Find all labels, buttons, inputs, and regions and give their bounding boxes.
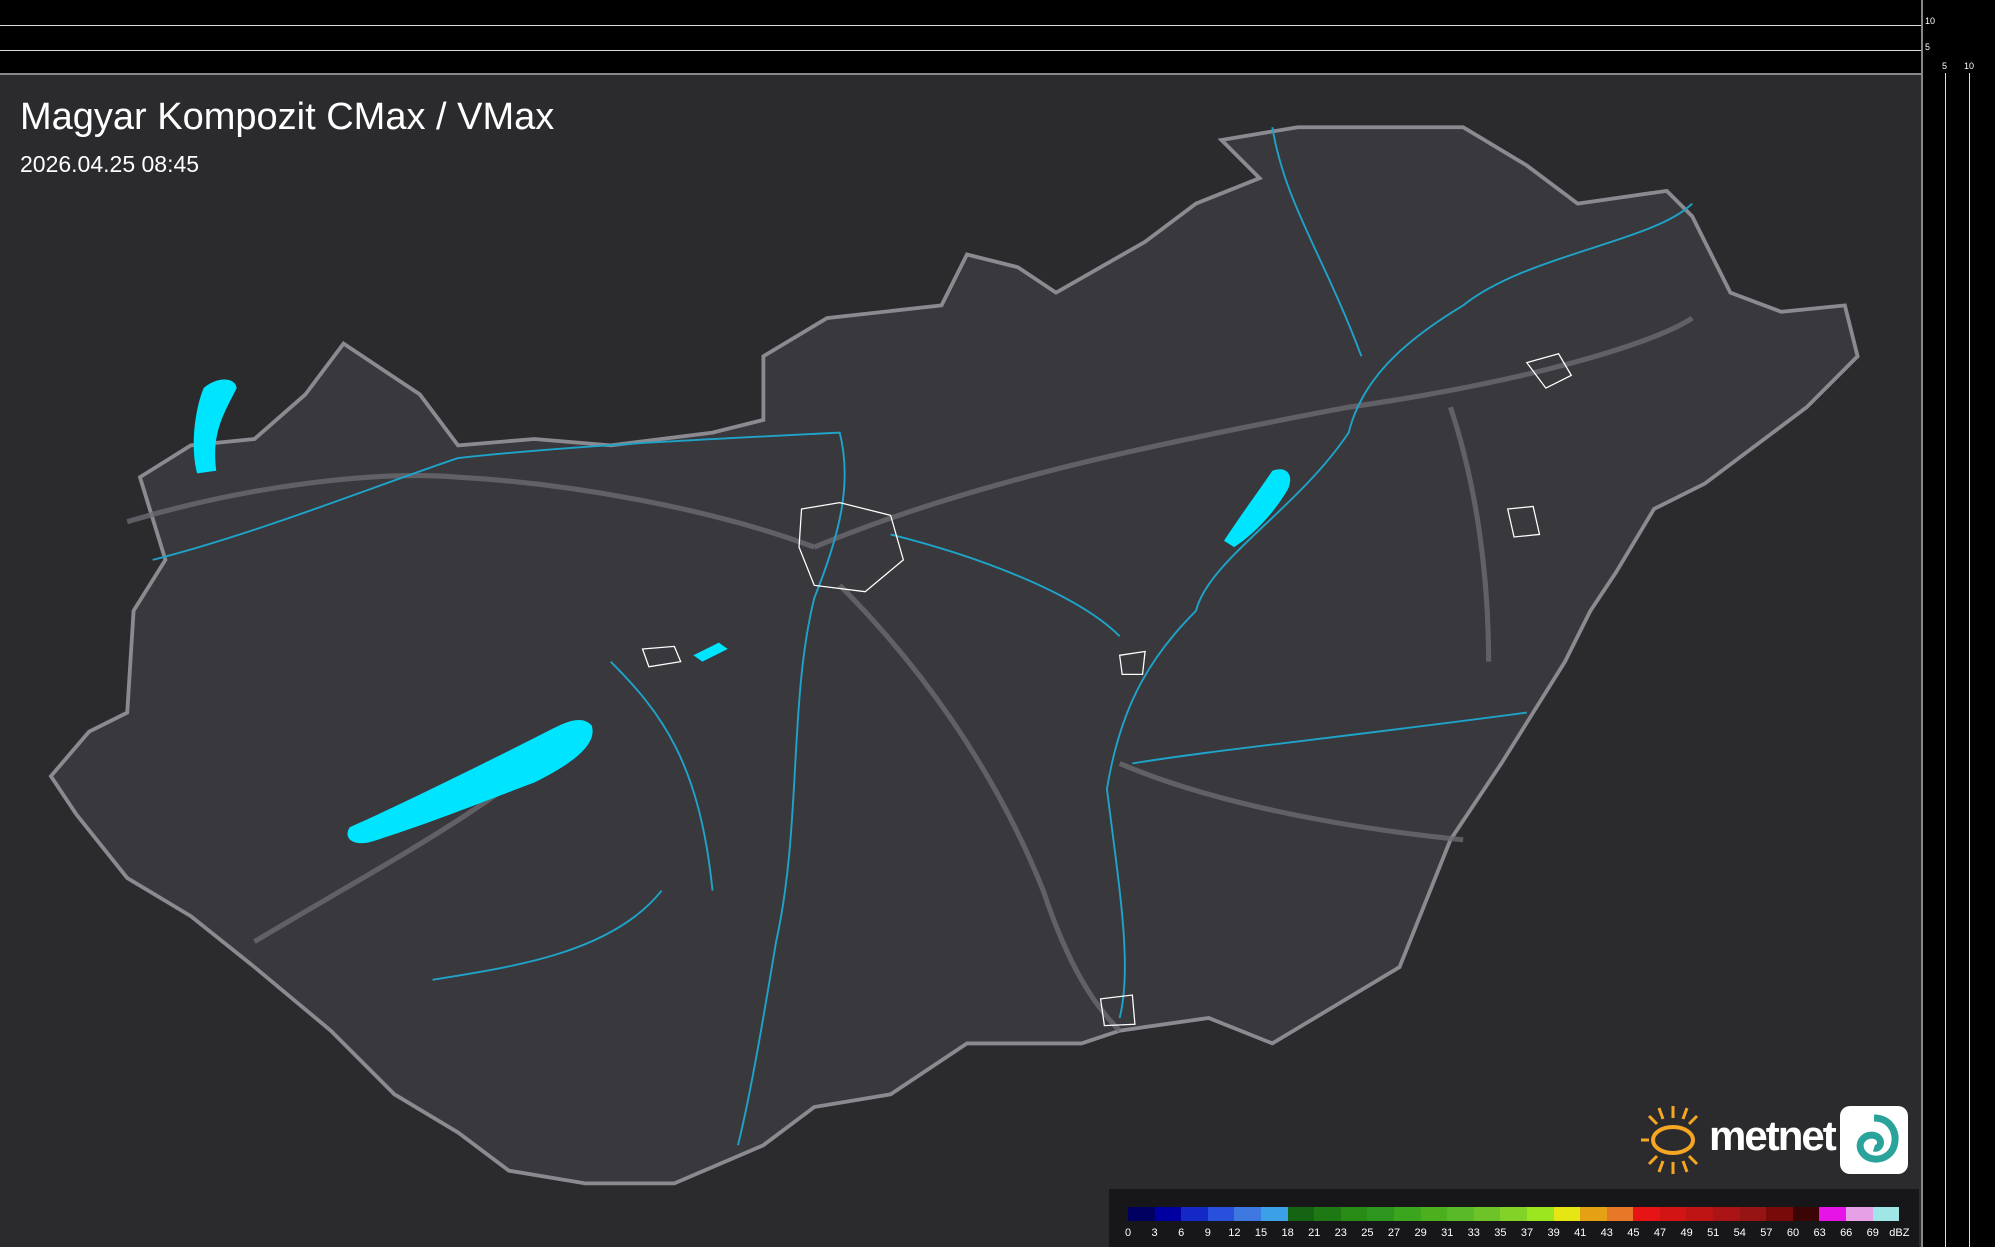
legend-swatch [1367, 1207, 1394, 1221]
legend-label: 43 [1600, 1227, 1613, 1239]
scale-vline-10 [1969, 73, 1970, 1247]
legend-label: 6 [1178, 1227, 1185, 1239]
legend-label: 18 [1281, 1227, 1294, 1239]
legend-label: 29 [1414, 1227, 1427, 1239]
legend-label: 21 [1308, 1227, 1321, 1239]
legend-label: 0 [1124, 1227, 1132, 1239]
legend-label: 45 [1627, 1227, 1640, 1239]
legend-swatch [1420, 1207, 1448, 1221]
legend-swatch [1686, 1207, 1714, 1221]
scale-line-10 [0, 25, 1921, 26]
legend-swatch [1287, 1207, 1315, 1221]
city-outlines [641, 352, 1573, 1027]
legend-label: 69 [1866, 1227, 1879, 1239]
legend-label: 39 [1547, 1227, 1560, 1239]
dbz-color-legend: 0 3 6 9 12 15 18 21 23 25 27 29 31 33 35 37 39 41 43 45 47 49… [1109, 1189, 1919, 1247]
scale-vline-5 [1945, 73, 1946, 1247]
legend-label: 57 [1760, 1227, 1773, 1239]
legend-swatch [1207, 1207, 1235, 1221]
swirl-icon [1840, 1106, 1908, 1174]
legend-swatch [1872, 1207, 1900, 1221]
legend-swatch [1739, 1207, 1767, 1221]
lakes [193, 379, 1291, 844]
lake-ferto [193, 379, 237, 474]
legend-swatch [1500, 1207, 1527, 1221]
legend-label: 63 [1813, 1227, 1826, 1239]
legend-label: 37 [1520, 1227, 1534, 1239]
legend-label: 66 [1840, 1227, 1853, 1239]
legend-swatch [1526, 1207, 1554, 1221]
legend-swatch [1819, 1207, 1847, 1221]
legend-swatch [1393, 1207, 1421, 1221]
hungary-outline [48, 125, 1860, 1186]
logo-text: metnet [1709, 1112, 1837, 1159]
legend-swatch [1234, 1207, 1261, 1221]
legend-swatch [1580, 1207, 1607, 1221]
legend-swatch [1659, 1207, 1687, 1221]
legend-swatch [1713, 1207, 1740, 1221]
tick-label: 5 [1942, 61, 1948, 71]
legend-swatch [1314, 1207, 1341, 1221]
legend-swatch [1766, 1207, 1793, 1221]
legend-label: 33 [1467, 1227, 1480, 1239]
legend-label: 23 [1334, 1227, 1347, 1239]
scale-panel-right: 10 5 5 10 [1921, 0, 1995, 1247]
legend-label: 9 [1204, 1227, 1211, 1239]
legend-labels: 0 3 6 9 12 15 18 21 23 25 27 29 31 33 35 37 39 41 43 45 47 49… [1124, 1227, 1928, 1241]
lake-balaton [347, 720, 593, 844]
legend-label: 3 [1151, 1227, 1158, 1239]
map-datetime: 2026.04.25 08:45 [20, 151, 200, 177]
sun-icon [1641, 1106, 1699, 1174]
legend-label: 25 [1361, 1227, 1374, 1239]
legend-unit: dBZ [1889, 1227, 1910, 1239]
scale-line-5 [0, 50, 1921, 51]
tick-label: 10 [1925, 16, 1936, 26]
legend-label: 31 [1441, 1227, 1454, 1239]
legend-swatch [1846, 1207, 1873, 1221]
legend-label: 60 [1786, 1227, 1800, 1239]
legend-swatch [1128, 1207, 1155, 1221]
legend-label: 49 [1680, 1227, 1693, 1239]
legend-swatch [1154, 1207, 1182, 1221]
legend-label: 47 [1653, 1227, 1667, 1239]
legend-swatch [1553, 1207, 1581, 1221]
lake-tisza [1223, 469, 1291, 548]
legend-label: 12 [1228, 1227, 1241, 1239]
legend-label: 27 [1387, 1227, 1401, 1239]
metnet-logo: metnet [1637, 1104, 1910, 1176]
legend-swatch [1473, 1207, 1501, 1221]
legend-label: 54 [1733, 1227, 1746, 1239]
legend-swatch [1792, 1207, 1820, 1221]
legend-color-bar [1128, 1207, 1900, 1221]
tick-label: 10 [1964, 61, 1975, 71]
legend-swatch [1260, 1207, 1288, 1221]
lake-velence [693, 642, 728, 662]
legend-swatch [1633, 1207, 1660, 1221]
tick-label: 5 [1925, 42, 1931, 52]
scale-panel-top [0, 0, 1921, 75]
legend-swatch [1606, 1207, 1634, 1221]
rivers [152, 127, 1693, 1146]
legend-swatch [1181, 1207, 1208, 1221]
legend-label: 15 [1254, 1227, 1268, 1239]
legend-label: 35 [1494, 1227, 1507, 1239]
legend-swatch [1340, 1207, 1368, 1221]
legend-label: 41 [1574, 1227, 1587, 1239]
legend-swatch [1447, 1207, 1474, 1221]
map-title: Magyar Kompozit CMax / VMax [20, 96, 555, 138]
legend-label: 51 [1707, 1227, 1720, 1239]
